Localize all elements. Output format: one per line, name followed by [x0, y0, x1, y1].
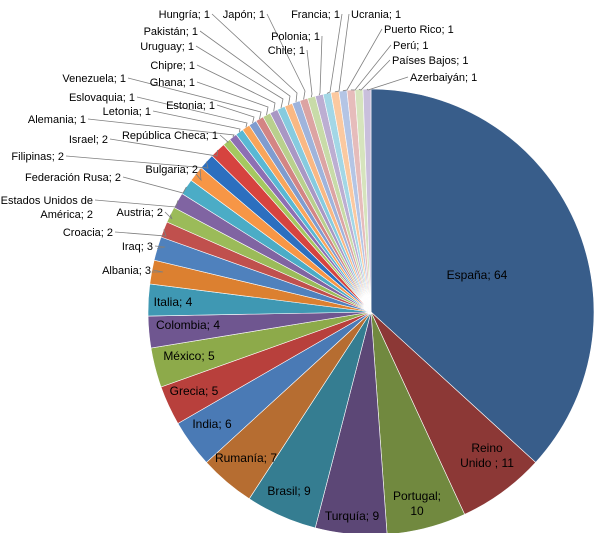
- slice-label: Hungría; 1: [159, 9, 210, 21]
- slice-label: Croacia; 2: [63, 227, 113, 239]
- pie-slice: [370, 311, 466, 533]
- leader-line: [196, 81, 269, 116]
- slice-label: República Checa; 1: [122, 130, 218, 142]
- slice-label: Alemania; 1: [28, 114, 86, 126]
- slice-label: Turquía; 9: [325, 509, 380, 523]
- slice-label: Reino Unido ; 11: [460, 441, 514, 470]
- leader-line: [152, 110, 241, 133]
- slice-label: Letonia; 1: [103, 106, 151, 118]
- slice-label: Israel; 2: [69, 134, 108, 146]
- slice-label: Italia; 4: [154, 295, 193, 309]
- slice-label: Federación Rusa; 2: [25, 172, 121, 184]
- slice-label: Venezuela; 1: [62, 73, 126, 85]
- slice-label: Bulgaria; 2: [145, 164, 198, 176]
- slice-label: Portugal; 10: [393, 489, 441, 518]
- pie-slices: [147, 88, 595, 533]
- slice-label: Pakistán; 1: [144, 26, 198, 38]
- leader-line: [211, 13, 298, 103]
- leader-line: [114, 229, 167, 237]
- leader-line: [136, 96, 248, 128]
- leader-line: [87, 118, 235, 138]
- leader-line: [94, 199, 179, 208]
- leader-line: [216, 104, 255, 124]
- slice-label: Albania; 3: [102, 265, 151, 277]
- slice-label: Chipre; 1: [150, 60, 195, 72]
- slice-label: Filipinas; 2: [11, 151, 64, 163]
- slice-label: Colombia; 4: [156, 318, 220, 332]
- leader-line: [151, 269, 164, 273]
- slice-label: Rumanía; 7: [215, 451, 277, 465]
- slice-label: Perú; 1: [393, 40, 428, 52]
- pie-slice: [370, 88, 595, 463]
- slice-labels: España; 64 Reino Unido ; 11 Portugal; 10 Turq…: [1, 9, 515, 523]
- leader-line: [196, 64, 276, 112]
- leader-line: [164, 211, 173, 220]
- leader-line: [334, 13, 350, 93]
- slice-label: Países Bajos; 1: [392, 55, 468, 67]
- slice-label: India; 6: [192, 417, 232, 431]
- slice-label: Polonia; 1: [271, 31, 320, 43]
- leader-line: [342, 28, 383, 92]
- slice-label: Uruguay; 1: [140, 41, 194, 53]
- leader-lines: [65, 13, 409, 273]
- leader-line: [318, 35, 323, 96]
- slice-label: Francia; 1: [291, 9, 340, 21]
- leader-line: [195, 168, 202, 182]
- slice-label: Iraq; 3: [122, 241, 153, 253]
- leader-line: [127, 77, 262, 119]
- slice-label: Ghana; 1: [150, 77, 195, 89]
- leader-line: [326, 13, 343, 94]
- slice-label: España; 64: [447, 268, 508, 282]
- slice-label: Estonia; 1: [166, 100, 215, 112]
- slice-label: Eslovaquia; 1: [69, 92, 135, 104]
- leader-line: [122, 176, 187, 194]
- leader-line: [350, 44, 392, 91]
- slice-label: Estados Unidos de América; 2: [1, 195, 93, 221]
- slice-label: Japón; 1: [223, 9, 265, 21]
- leader-line: [65, 155, 209, 169]
- slice-label: Ucrania; 1: [351, 9, 401, 21]
- leader-line: [266, 13, 306, 100]
- leader-line: [109, 138, 218, 157]
- slice-label: Brasil; 9: [267, 484, 311, 498]
- leader-line: [195, 45, 284, 109]
- leader-line: [306, 49, 313, 98]
- leader-line: [358, 59, 391, 91]
- slice-label: México; 5: [163, 349, 215, 363]
- slice-label: Puerto Rico; 1: [384, 24, 454, 36]
- leader-line: [154, 245, 166, 249]
- leader-line: [199, 30, 291, 105]
- slice-label: Chile; 1: [268, 45, 305, 57]
- slice-label: Grecia; 5: [170, 384, 219, 398]
- slice-label: Austria; 2: [117, 207, 163, 219]
- leader-line: [366, 76, 409, 91]
- leader-line: [219, 134, 230, 143]
- slice-label: Azerbaiyán; 1: [410, 72, 477, 84]
